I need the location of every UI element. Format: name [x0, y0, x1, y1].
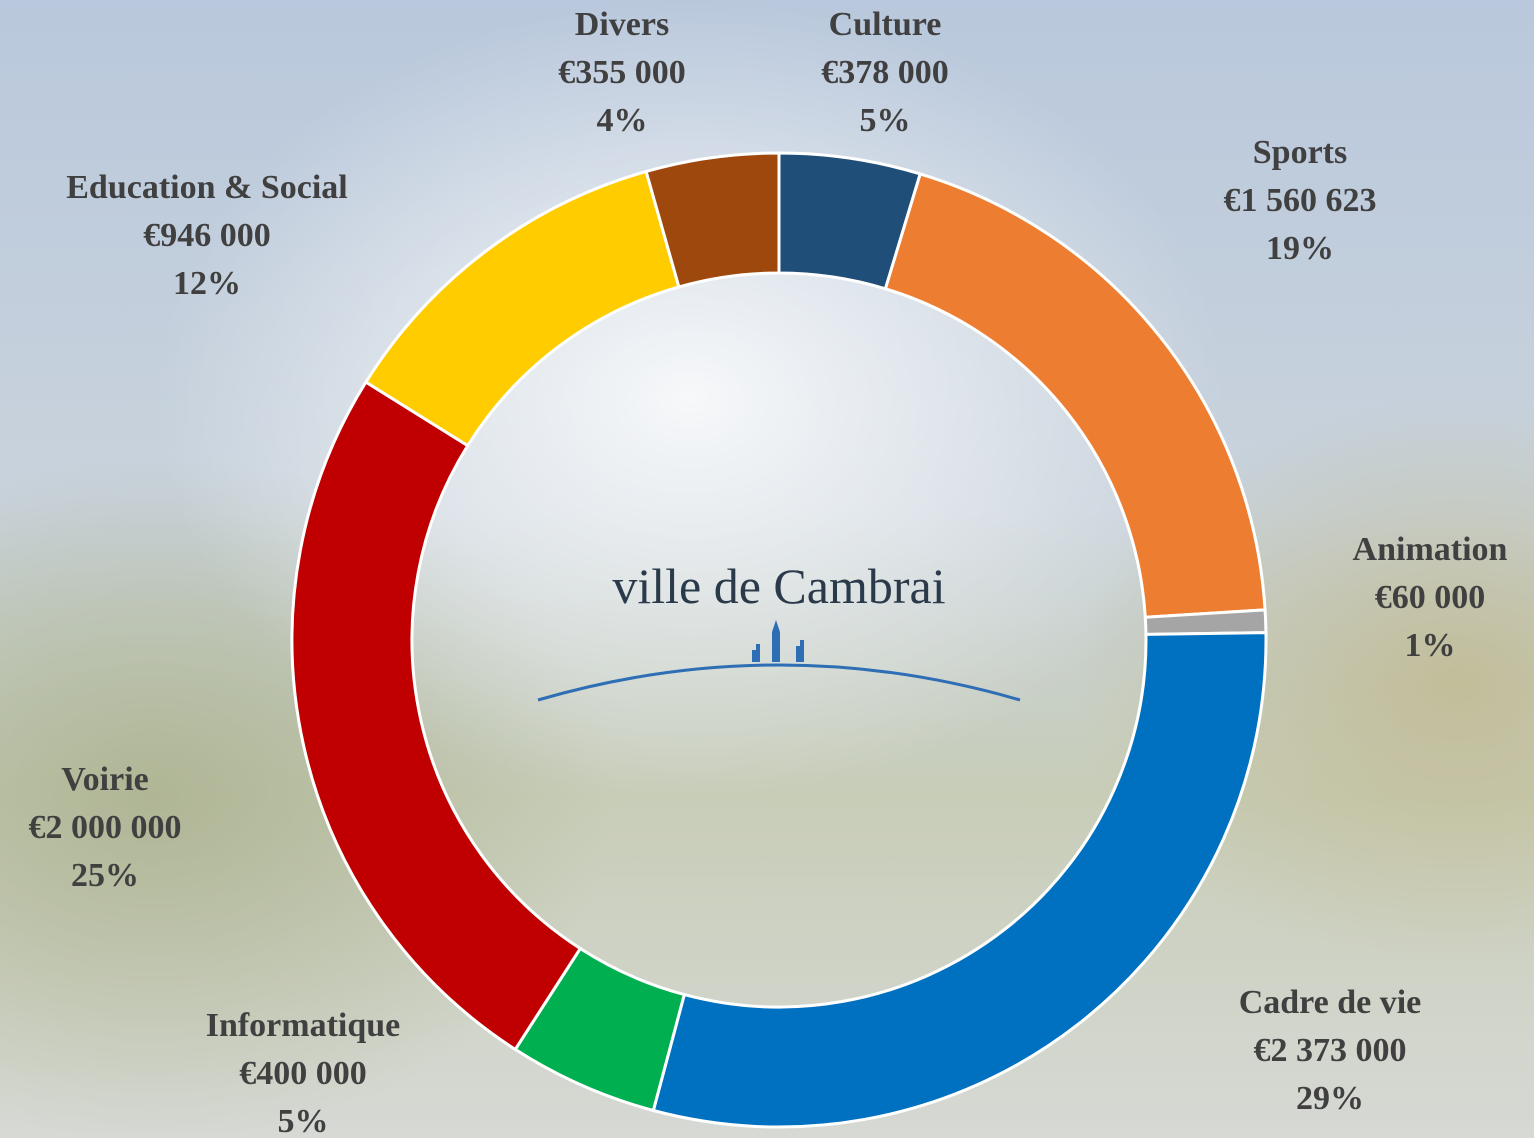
slice	[644, 151, 781, 289]
percent-label: 12%	[173, 265, 241, 302]
percent-label: 19%	[1266, 230, 1334, 267]
percent-label: 5%	[860, 102, 911, 139]
value-label: €355 000	[558, 54, 686, 91]
slice	[883, 172, 1267, 619]
value-label: €1 560 623	[1224, 182, 1377, 219]
logo: ville de Cambrai	[537, 558, 1021, 702]
logo-towers	[752, 620, 804, 662]
slice-label: Cadre de vie	[1239, 984, 1422, 1021]
logo-text: ville de Cambrai	[612, 558, 945, 614]
percent-label: 4%	[597, 102, 648, 139]
percent-label: 25%	[71, 857, 139, 894]
value-label: €2 000 000	[29, 809, 182, 846]
logo-arc	[537, 663, 1021, 702]
value-label: €378 000	[821, 54, 949, 91]
percent-label: 5%	[278, 1103, 329, 1138]
value-label: €946 000	[143, 217, 271, 254]
percent-label: 29%	[1296, 1080, 1364, 1117]
slice	[651, 631, 1268, 1129]
slice-label: Informatique	[206, 1007, 401, 1044]
value-label: €2 373 000	[1254, 1032, 1407, 1069]
slice-label: Sports	[1253, 134, 1347, 171]
slice-label: Culture	[829, 6, 942, 43]
slice-label: Education & Social	[66, 169, 347, 206]
donut	[290, 151, 1268, 1129]
slice-label: Voirie	[61, 761, 149, 798]
value-label: €400 000	[239, 1055, 367, 1092]
slice-label: Divers	[575, 6, 669, 43]
slice-label: Animation	[1353, 531, 1508, 568]
percent-label: 1%	[1405, 627, 1456, 664]
value-label: €60 000	[1375, 579, 1486, 616]
slice	[290, 379, 583, 1052]
